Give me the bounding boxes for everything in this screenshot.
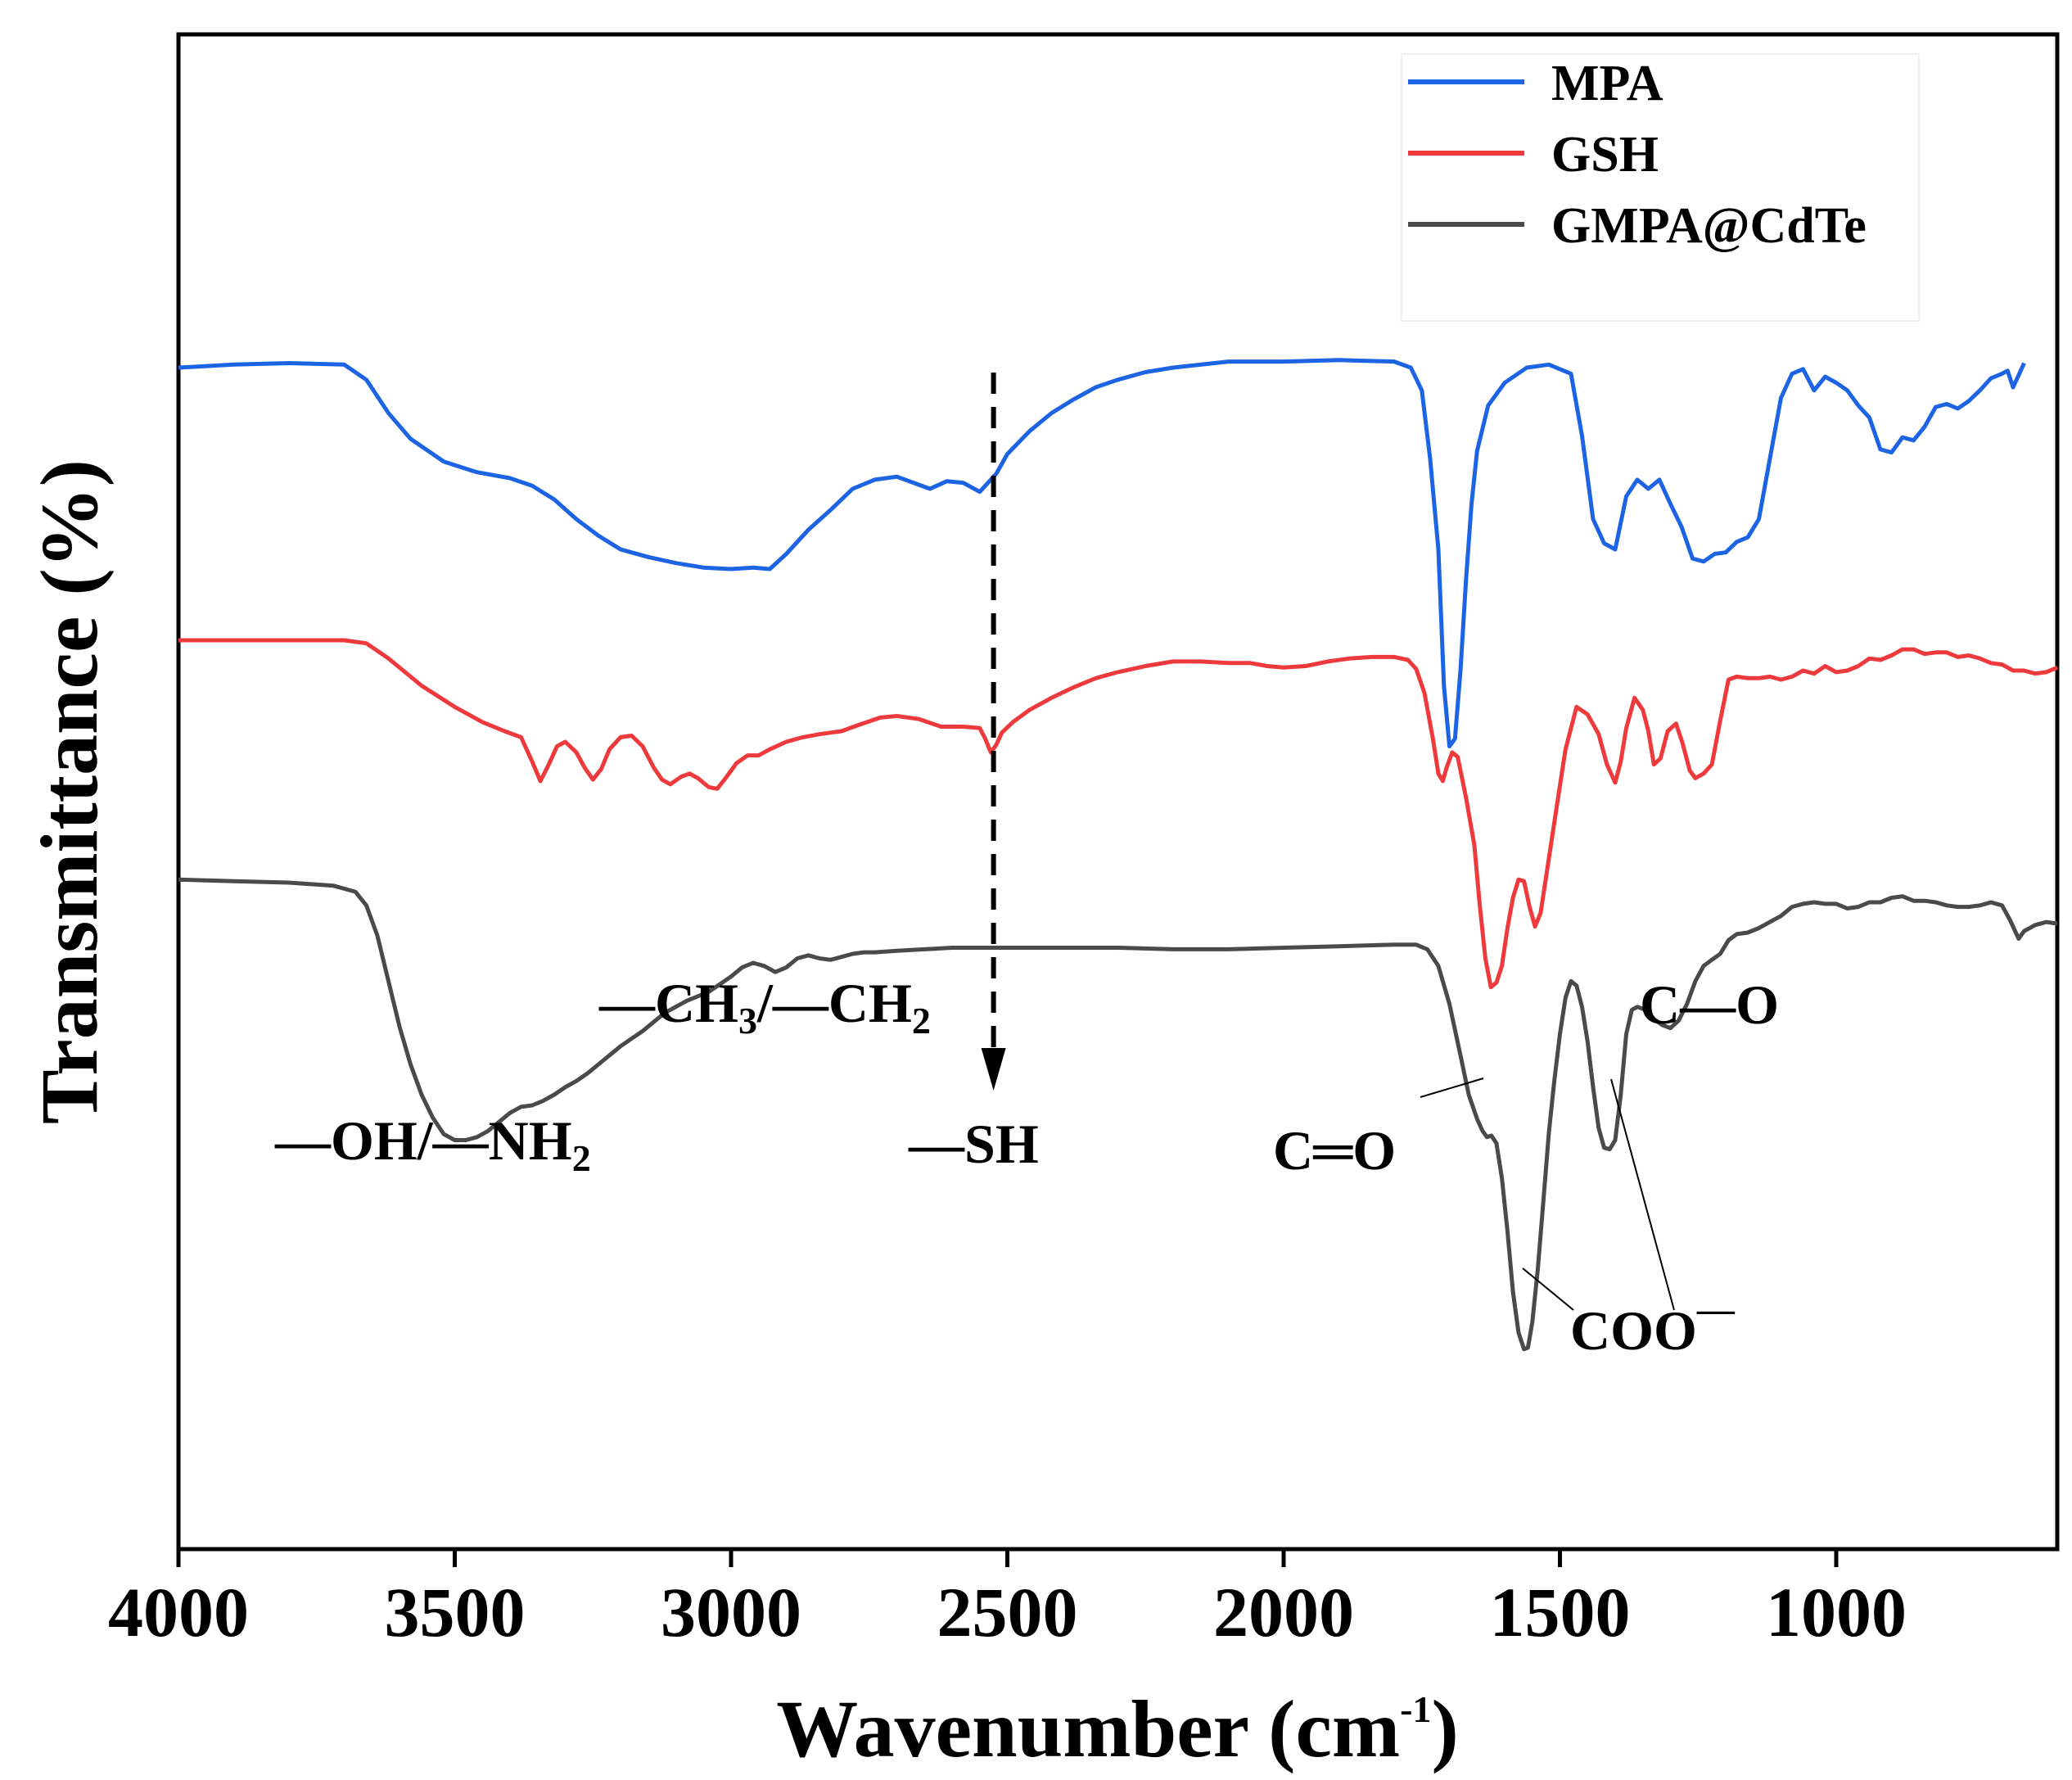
annotation-c-double-o: C═O xyxy=(1273,1119,1396,1181)
x-tick-label-3500: 3500 xyxy=(385,1573,526,1651)
legend-label-gsh: GSH xyxy=(1551,127,1659,183)
x-axis-title: Wavenumber (cm-1) xyxy=(776,1683,1459,1774)
x-tick-label-2000: 2000 xyxy=(1213,1573,1354,1651)
annotation-ch3-ch2: —CH3/—CH2 xyxy=(598,972,931,1041)
series-layer xyxy=(178,358,2058,1352)
leader-c-double-o xyxy=(1420,1077,1484,1098)
plot-frame xyxy=(176,32,2060,1552)
x-tick-label-4000: 4000 xyxy=(108,1573,249,1651)
legend-box xyxy=(1401,53,1920,322)
x-axis-ticks: 4000 3500 3000 2500 2000 1500 1000 xyxy=(108,1549,1907,1651)
y-axis-title: Transmittance (%) xyxy=(24,459,115,1124)
leader-coo-1 xyxy=(1522,1267,1574,1311)
x-tick-label-1000: 1000 xyxy=(1766,1573,1907,1651)
annotation-sh: —SH xyxy=(908,1113,1039,1175)
series-line-mpa xyxy=(178,358,2026,748)
x-tick-label-2500: 2500 xyxy=(937,1573,1078,1651)
annotation-oh-nh2: —OH/—NH2 xyxy=(274,1109,591,1179)
leader-coo-2 xyxy=(1610,1078,1675,1311)
legend-label-gmpa-cdte: GMPA@CdTe xyxy=(1551,198,1867,254)
legend: MPA GSH GMPA@CdTe xyxy=(1401,53,1920,322)
annotation-coo: COO— xyxy=(1570,1288,1736,1362)
sh-arrow-head xyxy=(981,1048,1006,1091)
series-line-gmpa-cdte xyxy=(178,877,2058,1352)
annotation-c-single-o: C—O xyxy=(1640,974,1779,1036)
x-tick-label-1500: 1500 xyxy=(1490,1573,1631,1651)
legend-label-mpa: MPA xyxy=(1551,56,1663,111)
series-line-gsh xyxy=(178,638,2058,990)
x-tick-label-3000: 3000 xyxy=(661,1573,801,1651)
